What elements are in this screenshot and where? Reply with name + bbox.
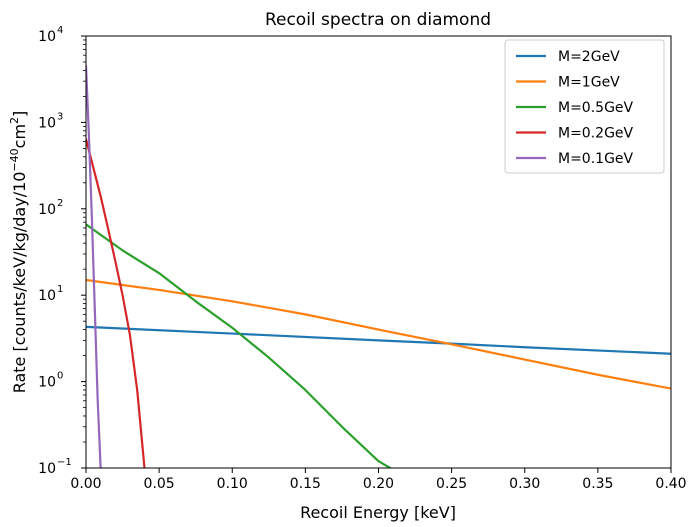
y-tick-label-base: 10 — [38, 202, 56, 218]
y-tick-label-base: 10 — [38, 375, 56, 391]
y-tick-label-exponent: 0 — [57, 371, 63, 382]
y-tick-label-base: 10 — [38, 288, 56, 304]
y-tick-label-exponent: 3 — [57, 111, 63, 122]
legend-label: M=0.5GeV — [558, 100, 634, 116]
series-line-m-0-5gev — [86, 223, 392, 468]
series-line-m-0-1gev — [86, 64, 102, 468]
series-line-m-2gev — [86, 325, 671, 355]
x-tick-label: 0.25 — [436, 476, 467, 492]
y-tick-label-exponent: 2 — [57, 198, 63, 209]
y-axis-label-mid: cm — [10, 124, 29, 148]
series-lines — [86, 64, 671, 468]
legend: M=2GeV M=1GeV M=0.5GeV M=0.2GeV M=0.1GeV — [504, 39, 665, 174]
y-tick-label-base: 10 — [38, 29, 56, 45]
y-tick-label: 10 — [38, 202, 56, 218]
x-tick-label: 0.20 — [363, 476, 394, 492]
y-axis-label: Rate [counts/keV/kg/day/10−40cm2] — [8, 111, 29, 394]
x-axis-label: Recoil Energy [keV] — [300, 503, 456, 522]
legend-label: M=0.1GeV — [558, 151, 634, 167]
y-tick-label: 10 — [38, 375, 56, 391]
y-axis-label-exp2: 2 — [8, 117, 21, 124]
y-tick-label: 10 — [38, 29, 56, 45]
x-tick-label: 0.35 — [582, 476, 613, 492]
series-line-m-1gev — [86, 278, 671, 390]
y-tick-label-base: 10 — [38, 115, 56, 131]
series-line-m-0-2gev — [86, 138, 146, 468]
y-tick-label: 10 — [38, 288, 56, 304]
x-tick-label: 0.00 — [70, 476, 101, 492]
y-axis-label-end: ] — [10, 111, 29, 117]
legend-label: M=0.2GeV — [558, 126, 634, 142]
y-axis-label-exp1: −40 — [8, 148, 21, 171]
y-tick-label-exponent: 4 — [57, 25, 63, 36]
legend-label: M=2GeV — [558, 49, 620, 65]
x-tick-label: 0.40 — [655, 476, 686, 492]
legend-label: M=1GeV — [558, 75, 620, 91]
chart-title: Recoil spectra on diamond — [265, 10, 491, 30]
x-tick-label: 0.10 — [217, 476, 248, 492]
x-tick-label: 0.05 — [144, 476, 175, 492]
y-tick-label: 10 — [38, 461, 56, 477]
y-tick-label-exponent: −1 — [57, 457, 72, 468]
y-axis-label-main: Rate [counts/keV/kg/day/10 — [10, 172, 29, 394]
x-tick-label: 0.30 — [509, 476, 540, 492]
y-tick-label-base: 10 — [38, 461, 56, 477]
x-axis: 0.00 0.05 0.10 0.15 0.20 0.25 0.30 0.35 0.40 — [70, 468, 687, 492]
legend-box — [504, 39, 665, 174]
y-tick-label: 10 — [38, 115, 56, 131]
x-tick-label: 0.15 — [290, 476, 321, 492]
y-tick-label-exponent: 1 — [57, 284, 63, 295]
